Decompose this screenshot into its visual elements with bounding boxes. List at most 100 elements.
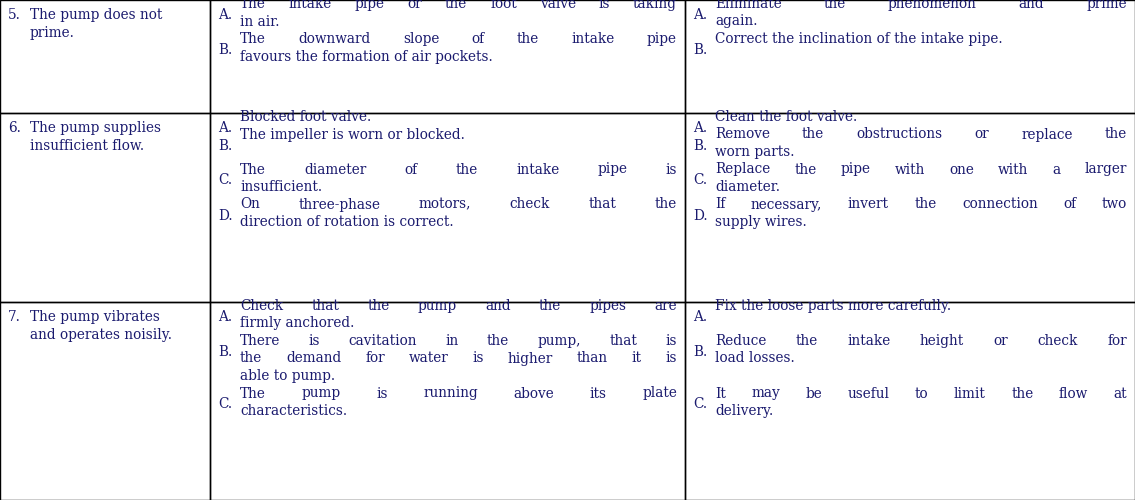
Text: C.: C.	[218, 398, 233, 411]
Text: Check: Check	[239, 299, 283, 313]
Text: pipe: pipe	[597, 162, 628, 176]
Text: firmly anchored.: firmly anchored.	[239, 316, 354, 330]
Text: intake: intake	[288, 0, 331, 11]
Text: direction of rotation is correct.: direction of rotation is correct.	[239, 215, 454, 229]
Text: and: and	[485, 299, 511, 313]
Text: motors,: motors,	[419, 198, 471, 211]
Bar	[210, 0, 686, 113]
Text: that: that	[311, 299, 339, 313]
Text: the: the	[487, 334, 510, 348]
Text: at: at	[1113, 386, 1127, 400]
Text: the: the	[1104, 128, 1127, 141]
Text: height: height	[920, 334, 965, 348]
Text: three-phase: three-phase	[299, 198, 380, 211]
Bar	[686, 0, 1135, 113]
Text: or: or	[993, 334, 1008, 348]
Text: the: the	[368, 299, 389, 313]
Text: obstructions: obstructions	[856, 128, 942, 141]
Text: Fix the loose parts more carefully.: Fix the loose parts more carefully.	[715, 299, 951, 313]
Text: a: a	[1052, 162, 1060, 176]
Text: of: of	[1063, 198, 1076, 211]
Text: C.: C.	[693, 174, 707, 188]
Text: check: check	[510, 198, 550, 211]
Bar	[210, 302, 686, 500]
Text: limit: limit	[953, 386, 986, 400]
Text: diameter.: diameter.	[715, 180, 780, 194]
Text: or: or	[407, 0, 422, 11]
Text: Replace: Replace	[715, 162, 771, 176]
Text: the: the	[914, 198, 936, 211]
Text: one: one	[949, 162, 974, 176]
Text: demand: demand	[286, 352, 342, 366]
Text: Eliminate: Eliminate	[715, 0, 782, 11]
Text: is: is	[665, 162, 676, 176]
Text: it: it	[632, 352, 641, 366]
Text: supply wires.: supply wires.	[715, 215, 807, 229]
Text: If: If	[715, 198, 725, 211]
Text: insufficient flow.: insufficient flow.	[30, 138, 144, 152]
Text: pump: pump	[418, 299, 457, 313]
Text: above: above	[513, 386, 554, 400]
Text: intake: intake	[848, 334, 891, 348]
Text: The pump vibrates: The pump vibrates	[30, 310, 160, 324]
Text: 7.: 7.	[8, 310, 20, 324]
Text: the: the	[1011, 386, 1033, 400]
Text: larger: larger	[1085, 162, 1127, 176]
Text: intake: intake	[516, 162, 560, 176]
Text: the: the	[239, 352, 262, 366]
Text: 6.: 6.	[8, 121, 20, 135]
Text: diameter: diameter	[304, 162, 367, 176]
Text: be: be	[806, 386, 822, 400]
Text: The impeller is worn or blocked.: The impeller is worn or blocked.	[239, 128, 465, 141]
Text: the: the	[516, 32, 539, 46]
Text: valve: valve	[540, 0, 575, 11]
Text: B.: B.	[218, 345, 233, 359]
Text: The: The	[239, 162, 266, 176]
Text: There: There	[239, 334, 280, 348]
Text: downward: downward	[299, 32, 370, 46]
Text: running: running	[423, 386, 478, 400]
Text: prime: prime	[1086, 0, 1127, 11]
Text: invert: invert	[848, 198, 889, 211]
Text: foot: foot	[490, 0, 516, 11]
Text: A.: A.	[218, 310, 233, 324]
Text: useful: useful	[848, 386, 890, 400]
Bar	[210, 113, 686, 302]
Text: worn parts.: worn parts.	[715, 145, 794, 159]
Text: taking: taking	[633, 0, 676, 11]
Bar	[0, 113, 210, 302]
Text: of: of	[404, 162, 418, 176]
Text: A.: A.	[218, 121, 233, 135]
Text: pipe: pipe	[841, 162, 871, 176]
Text: D.: D.	[218, 208, 233, 222]
Text: Reduce: Reduce	[715, 334, 766, 348]
Text: is: is	[309, 334, 320, 348]
Text: of: of	[471, 32, 485, 46]
Text: pipes: pipes	[589, 299, 627, 313]
Text: B.: B.	[693, 43, 707, 57]
Text: favours the formation of air pockets.: favours the formation of air pockets.	[239, 50, 493, 64]
Text: that: that	[609, 334, 637, 348]
Text: The: The	[239, 0, 266, 11]
Text: slope: slope	[403, 32, 439, 46]
Text: A.: A.	[218, 8, 233, 22]
Text: and operates noisily.: and operates noisily.	[30, 328, 173, 342]
Text: higher: higher	[507, 352, 553, 366]
Text: load losses.: load losses.	[715, 352, 794, 366]
Text: plate: plate	[642, 386, 676, 400]
Text: or: or	[975, 128, 989, 141]
Bar	[0, 302, 210, 500]
Text: pump: pump	[302, 386, 340, 400]
Text: connection: connection	[962, 198, 1037, 211]
Text: phenomenon: phenomenon	[888, 0, 977, 11]
Text: the: the	[445, 0, 468, 11]
Text: It: It	[715, 386, 726, 400]
Text: is: is	[472, 352, 484, 366]
Text: to: to	[915, 386, 928, 400]
Text: On: On	[239, 198, 260, 211]
Text: the: the	[802, 128, 824, 141]
Text: A.: A.	[693, 310, 707, 324]
Text: A.: A.	[693, 8, 707, 22]
Text: in air.: in air.	[239, 14, 279, 28]
Bar	[0, 0, 210, 113]
